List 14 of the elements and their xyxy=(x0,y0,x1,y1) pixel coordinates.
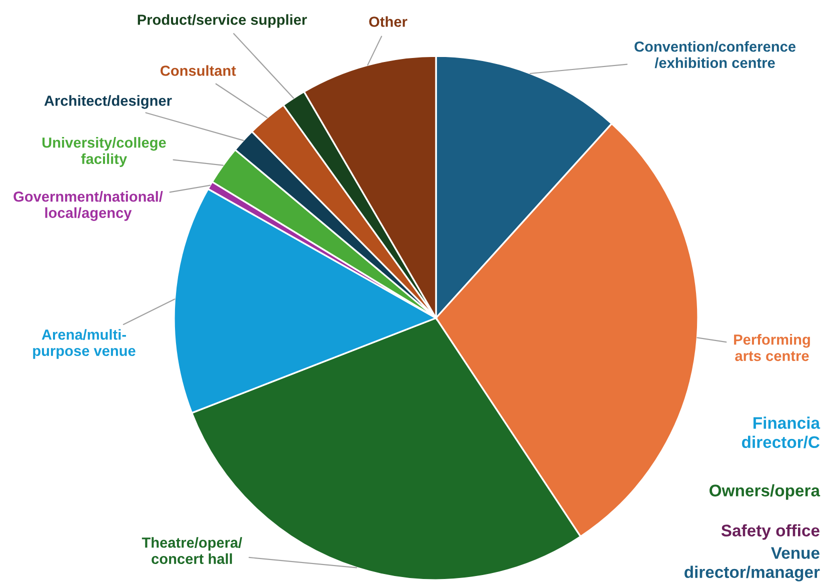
slice-label: Consultant xyxy=(160,65,236,76)
slice-label: University/college facility xyxy=(42,137,166,167)
text: Venue director/manager xyxy=(684,547,820,582)
slice-label: Theatre/opera/ concert hall xyxy=(142,537,242,564)
text: Financia director/C xyxy=(742,416,820,448)
slice-label: Convention/conference /exhibition centre xyxy=(634,41,796,68)
slice-label: Product/service supplier xyxy=(138,14,307,28)
slice-label: Performing arts centre xyxy=(734,334,810,362)
text: Owners/opera xyxy=(710,484,820,500)
slice-label: Government/national/ local/agency xyxy=(14,191,163,221)
slice-label: Arena/multi- purpose venue xyxy=(33,329,136,359)
slice-label: Other xyxy=(369,16,408,27)
text: Safety office xyxy=(721,524,820,540)
slice-label: Architect/designer xyxy=(44,95,172,109)
